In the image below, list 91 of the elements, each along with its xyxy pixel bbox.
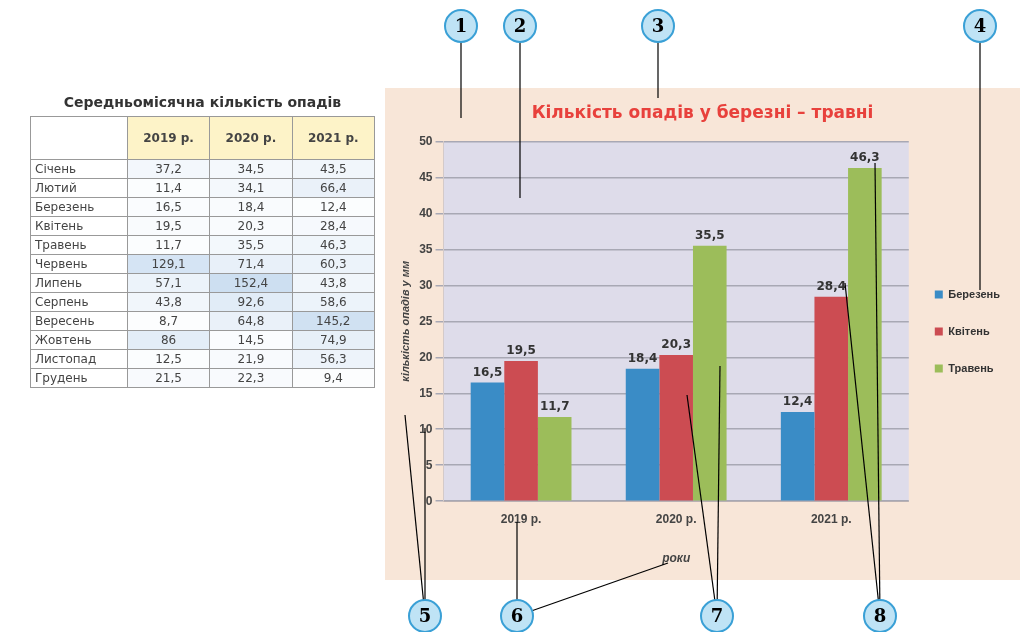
data-label: 28,4 [816, 278, 847, 293]
bar [659, 355, 693, 501]
y-tick-label: Лютий [30, 178, 128, 198]
data-label: 9,4 [292, 368, 375, 388]
numbered-callout: 1 [444, 9, 478, 119]
data-label: 8,7 [127, 311, 210, 331]
data-label: 28,4 [292, 216, 375, 236]
data-label: 56,3 [292, 349, 375, 369]
numbered-callout: 3 [641, 9, 675, 99]
bar [780, 411, 815, 501]
data-label: 21,5 [127, 368, 210, 388]
y-tick-label: 0 [425, 493, 433, 508]
data-label: 20,3 [209, 216, 293, 236]
y-tick-label: Січень [30, 159, 128, 179]
data-label: 71,4 [209, 254, 293, 274]
data-label: 92,6 [209, 292, 293, 312]
x-tick-label: 2019 р. [500, 511, 542, 526]
data-label: 34,1 [209, 178, 293, 198]
x-tick-label: 2021 р. [292, 116, 375, 160]
data-label: 46,3 [292, 235, 375, 255]
bar [504, 360, 538, 501]
y-tick-label: Квітень [30, 216, 128, 236]
y-tick-label: Березень [30, 197, 128, 217]
y-tick-label: Грудень [30, 368, 128, 388]
data-label: 14,5 [209, 330, 293, 350]
bar [848, 168, 882, 501]
data-label: 58,6 [292, 292, 375, 312]
data-label: 12,5 [127, 349, 210, 369]
y-tick-label: 25 [419, 313, 433, 328]
chart-title: Середньомісячна кількість опадів [62, 93, 343, 112]
y-tick-label: Серпень [30, 292, 128, 312]
y-tick-label: 40 [419, 205, 433, 220]
data-label: 34,5 [209, 159, 293, 179]
y-tick-label: 20 [419, 349, 433, 364]
data-label: 11,4 [127, 178, 210, 198]
y-tick-label: 35 [419, 241, 433, 256]
data-label: 57,1 [127, 273, 210, 293]
data-label: 16,5 [127, 197, 210, 217]
data-label: 43,5 [292, 159, 375, 179]
data-label: 60,3 [292, 254, 375, 274]
data-label: 18,4 [627, 350, 658, 365]
y-tick-label: Вересень [30, 311, 128, 331]
bar [814, 296, 849, 501]
y-tick-label: Жовтень [30, 330, 128, 350]
bar [625, 368, 660, 501]
data-label: 37,2 [127, 159, 210, 179]
x-tick-label: 2019 р. [127, 116, 210, 160]
data-label: 18,4 [209, 197, 293, 217]
data-label: 43,8 [292, 273, 375, 293]
data-label: 21,9 [209, 349, 293, 369]
numbered-callout: 4 [963, 9, 997, 291]
bar [470, 382, 505, 501]
data-label: 12,4 [782, 394, 813, 409]
data-label: 11,7 [127, 235, 210, 255]
data-label: 35,5 [694, 227, 725, 242]
data-label: 152,4 [209, 273, 293, 293]
y-axis-title: кількість опадів у мм [398, 260, 411, 382]
y-tick-label: 5 [425, 457, 433, 472]
data-label: 19,5 [127, 216, 210, 236]
data-label: 46,3 [850, 150, 880, 165]
data-label: 66,4 [292, 178, 375, 198]
x-axis-title: роки [661, 551, 691, 566]
y-tick-label: 10 [419, 421, 433, 436]
y-tick-label: 15 [419, 385, 433, 400]
y-tick-label: Червень [30, 254, 128, 274]
x-tick-label: 2021 р. [810, 511, 852, 526]
data-label: 64,8 [209, 311, 293, 331]
data-label: 129,1 [127, 254, 210, 274]
y-tick-label: 50 [419, 133, 433, 148]
legend-label: Травень [948, 361, 994, 374]
data-label: 35,5 [209, 235, 293, 255]
bar [537, 417, 572, 501]
y-tick-label: Листопад [30, 349, 128, 369]
data-label: 12,4 [292, 197, 375, 217]
bar [692, 245, 727, 501]
data-label: 74,9 [292, 330, 375, 350]
data-label: 11,7 [539, 399, 570, 414]
y-tick-label: Липень [30, 273, 128, 293]
data-label: 43,8 [127, 292, 210, 312]
data-label: 19,5 [506, 343, 536, 357]
y-tick-label: 45 [419, 169, 433, 184]
data-label: 20,3 [661, 337, 691, 352]
y-tick-label: Травень [30, 235, 128, 255]
data-label: 145,2 [292, 311, 375, 331]
x-tick-label: 2020 р. [209, 116, 293, 160]
legend-label: Квітень [948, 324, 990, 337]
data-label: 22,3 [209, 368, 293, 388]
data-label: 16,5 [472, 364, 503, 379]
y-tick-label: 30 [419, 277, 433, 292]
x-tick-label: 2020 р. [655, 511, 697, 526]
data-label: 86 [127, 330, 210, 350]
